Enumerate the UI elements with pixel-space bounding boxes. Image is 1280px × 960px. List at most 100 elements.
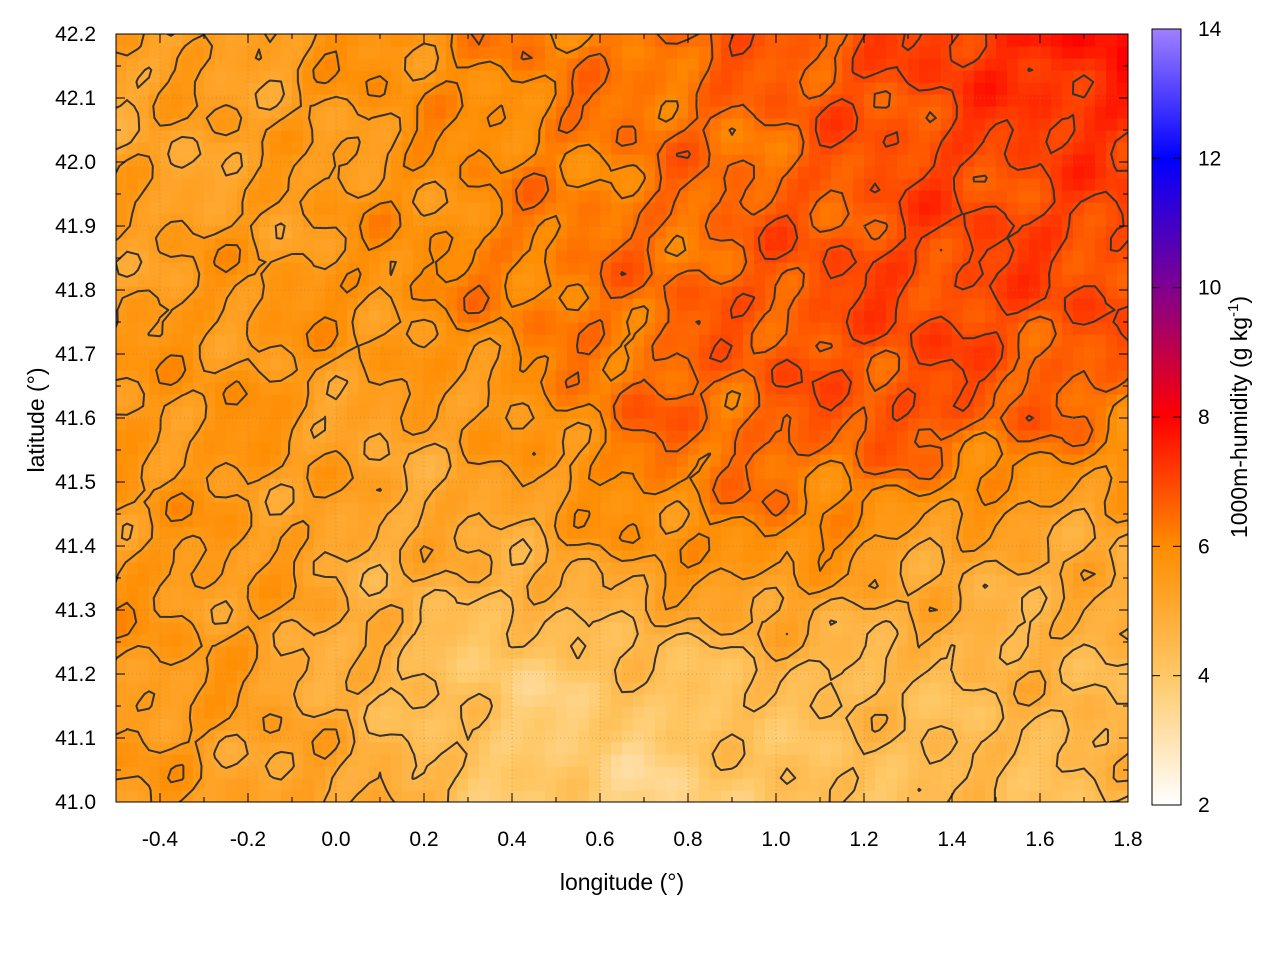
field-cell bbox=[897, 730, 909, 743]
field-cell bbox=[633, 274, 645, 287]
field-cell bbox=[347, 562, 359, 575]
field-cell bbox=[523, 166, 535, 179]
field-cell bbox=[875, 730, 887, 743]
field-cell bbox=[699, 334, 711, 347]
field-cell bbox=[1018, 718, 1030, 731]
field-cell bbox=[116, 622, 128, 635]
field-cell bbox=[666, 214, 678, 227]
field-cell bbox=[237, 490, 249, 503]
field-cell bbox=[534, 550, 546, 563]
field-cell bbox=[666, 598, 678, 611]
field-cell bbox=[248, 214, 260, 227]
field-cell bbox=[457, 790, 469, 802]
field-cell bbox=[391, 466, 403, 479]
field-cell bbox=[622, 238, 634, 251]
field-cell bbox=[259, 250, 271, 263]
field-cell bbox=[193, 742, 205, 755]
field-cell bbox=[468, 706, 480, 719]
field-cell bbox=[127, 238, 139, 251]
field-cell bbox=[182, 634, 194, 647]
field-cell bbox=[1018, 562, 1030, 575]
field-cell bbox=[523, 538, 535, 551]
field-cell bbox=[215, 502, 227, 515]
field-cell bbox=[424, 754, 436, 767]
field-cell bbox=[732, 250, 744, 263]
field-cell bbox=[721, 310, 733, 323]
field-cell bbox=[655, 766, 667, 779]
field-cell bbox=[534, 202, 546, 215]
field-cell bbox=[1007, 334, 1019, 347]
field-cell bbox=[325, 634, 337, 647]
field-cell bbox=[798, 550, 810, 563]
field-cell bbox=[941, 250, 953, 263]
field-cell bbox=[611, 610, 623, 623]
field-cell bbox=[523, 598, 535, 611]
field-cell bbox=[721, 478, 733, 491]
field-cell bbox=[699, 514, 711, 527]
field-cell bbox=[1040, 286, 1052, 299]
field-cell bbox=[248, 670, 260, 683]
field-cell bbox=[842, 478, 854, 491]
field-cell bbox=[369, 646, 381, 659]
field-cell bbox=[479, 454, 491, 467]
field-cell bbox=[534, 634, 546, 647]
field-cell bbox=[886, 742, 898, 755]
field-cell bbox=[1040, 682, 1052, 695]
field-cell bbox=[314, 250, 326, 263]
field-cell bbox=[941, 454, 953, 467]
field-cell bbox=[325, 406, 337, 419]
field-cell bbox=[347, 358, 359, 371]
field-cell bbox=[545, 634, 557, 647]
field-cell bbox=[380, 238, 392, 251]
field-cell bbox=[347, 178, 359, 191]
field-cell bbox=[974, 646, 986, 659]
field-cell bbox=[391, 238, 403, 251]
field-cell bbox=[490, 730, 502, 743]
field-cell bbox=[677, 706, 689, 719]
field-cell bbox=[468, 610, 480, 623]
field-cell bbox=[952, 670, 964, 683]
field-cell bbox=[391, 430, 403, 443]
field-cell bbox=[127, 286, 139, 299]
field-cell bbox=[732, 190, 744, 203]
field-cell bbox=[457, 154, 469, 167]
field-cell bbox=[644, 682, 656, 695]
field-cell bbox=[1073, 298, 1085, 311]
field-cell bbox=[754, 778, 766, 791]
field-cell bbox=[1117, 310, 1128, 323]
field-cell bbox=[787, 322, 799, 335]
field-cell bbox=[809, 718, 821, 731]
field-cell bbox=[270, 334, 282, 347]
field-cell bbox=[578, 214, 590, 227]
field-cell bbox=[1029, 394, 1041, 407]
field-cell bbox=[281, 718, 293, 731]
field-cell bbox=[798, 718, 810, 731]
field-cell bbox=[1051, 742, 1063, 755]
field-cell bbox=[908, 334, 920, 347]
field-cell bbox=[336, 754, 348, 767]
field-cell bbox=[380, 178, 392, 191]
field-cell bbox=[490, 262, 502, 275]
field-cell bbox=[776, 154, 788, 167]
field-cell bbox=[446, 250, 458, 263]
field-cell bbox=[160, 154, 172, 167]
field-cell bbox=[754, 370, 766, 383]
field-cell bbox=[1073, 166, 1085, 179]
field-cell bbox=[204, 418, 216, 431]
field-cell bbox=[182, 622, 194, 635]
field-cell bbox=[1018, 634, 1030, 647]
field-cell bbox=[226, 682, 238, 695]
field-cell bbox=[952, 274, 964, 287]
field-cell bbox=[204, 154, 216, 167]
field-cell bbox=[545, 658, 557, 671]
field-cell bbox=[501, 514, 513, 527]
field-cell bbox=[699, 574, 711, 587]
field-cell bbox=[281, 442, 293, 455]
field-cell bbox=[908, 466, 920, 479]
field-cell bbox=[149, 466, 161, 479]
field-cell bbox=[215, 214, 227, 227]
field-cell bbox=[963, 610, 975, 623]
field-cell bbox=[1040, 202, 1052, 215]
field-cell bbox=[996, 502, 1008, 515]
field-cell bbox=[490, 358, 502, 371]
